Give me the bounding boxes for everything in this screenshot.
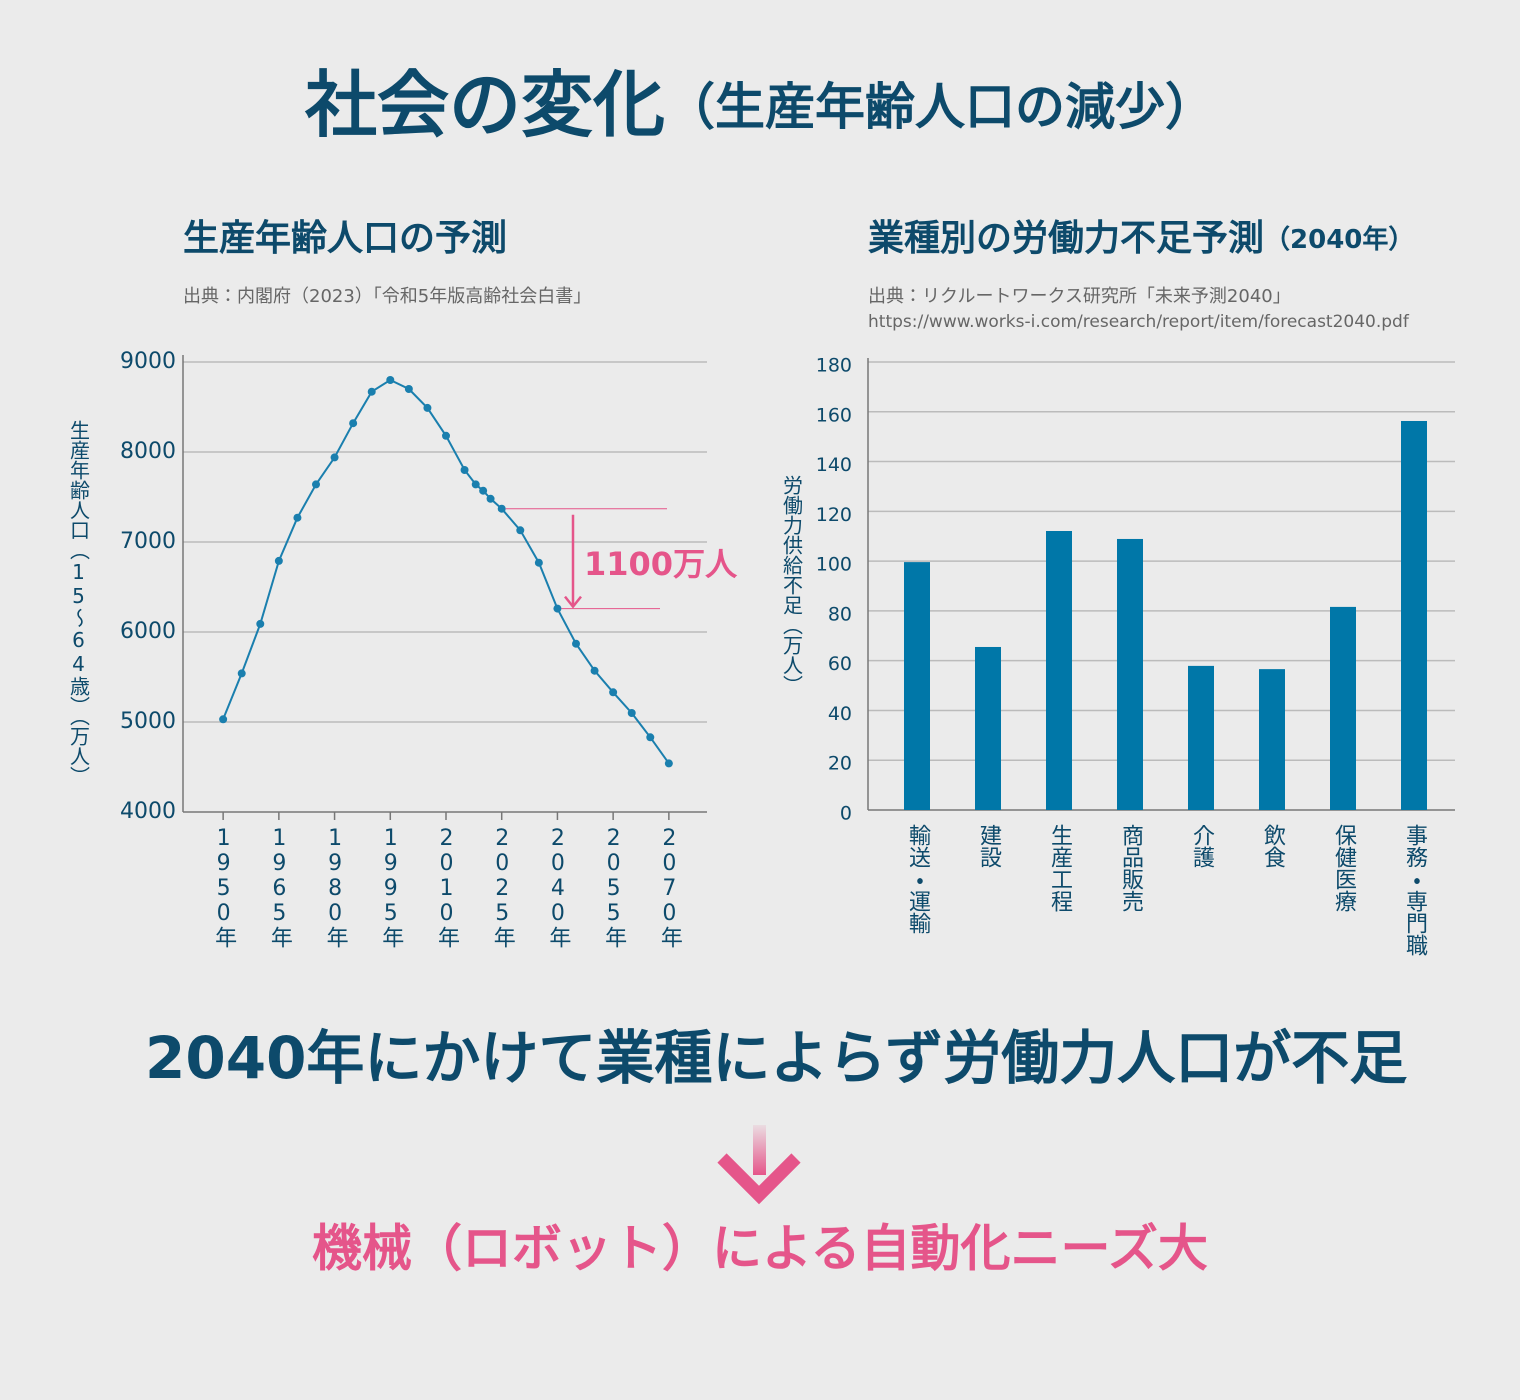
data-point — [237, 669, 246, 678]
x-tick-label: 2025年 — [490, 826, 515, 948]
y-tick-label: 6000 — [120, 619, 176, 644]
x-tick-label: 介護 — [1189, 824, 1215, 868]
data-point — [367, 387, 376, 396]
data-point — [423, 403, 432, 412]
data-point — [460, 466, 469, 474]
x-tick-label: 保健医療 — [1331, 824, 1357, 912]
y-axis-label: 労働力供給不足（万人） — [780, 475, 804, 695]
chart-title-note: （2040年） — [1264, 224, 1414, 255]
data-point — [293, 513, 302, 522]
source: 出典：内閣府（2023）「令和5年版高齢社会白書」 — [183, 286, 591, 307]
data-point — [497, 504, 506, 513]
chart-title: 業種別の労働力不足予測（2040年） — [868, 218, 1414, 259]
title-main: 社会の変化 — [304, 63, 665, 147]
data-point — [572, 639, 580, 648]
y-tick-label: 8000 — [120, 439, 176, 464]
y-tick-label: 160 — [816, 404, 852, 426]
data-point — [256, 619, 265, 628]
data-point — [471, 480, 480, 489]
y-tick-label: 40 — [828, 703, 852, 725]
data-point — [627, 709, 636, 717]
result: 機械（ロボット）による自動化ニーズ大 — [312, 1220, 1208, 1278]
conclusion: 2040年にかけて業種によらず労働力人口が不足 — [145, 1024, 1407, 1092]
bar — [1188, 665, 1214, 810]
x-tick-label: 1950年 — [211, 826, 236, 948]
data-point — [664, 759, 673, 768]
arrow-head — [717, 1153, 801, 1205]
bar — [975, 646, 1001, 810]
data-point — [516, 526, 525, 535]
x-tick-label: 2040年 — [545, 826, 570, 948]
x-tick-label: 飲食 — [1260, 824, 1286, 868]
y-tick-label: 80 — [828, 603, 852, 625]
y-tick-label: 120 — [816, 504, 852, 526]
data-point — [486, 494, 495, 503]
annotation-arrow-head — [564, 595, 582, 609]
y-tick-label: 9000 — [120, 349, 176, 374]
data-point — [219, 715, 228, 724]
x-tick-label: 生産工程 — [1047, 824, 1073, 912]
data-point — [349, 419, 358, 428]
y-tick-label: 7000 — [120, 529, 176, 554]
data-point — [479, 486, 488, 495]
y-tick-label: 180 — [816, 355, 852, 377]
data-point — [312, 480, 320, 489]
bar — [1330, 606, 1356, 810]
x-tick-label: 輸送・運輸 — [905, 824, 931, 934]
y-tick-label: 140 — [816, 454, 852, 476]
x-tick-label: 2010年 — [434, 826, 459, 948]
y-axis-label: 生産年齢人口（15～64歳）（万人） — [67, 420, 91, 786]
data-point — [534, 558, 543, 567]
y-tick-label: 20 — [828, 753, 852, 775]
x-tick-label: 1965年 — [267, 826, 292, 948]
bar — [904, 562, 930, 810]
x-tick-label: 2055年 — [601, 826, 626, 948]
arrow-shaft — [753, 1125, 766, 1175]
source: 出典：リクルートワークス研究所「未来予測2040」 — [868, 286, 1291, 307]
x-tick-label: 商品販売 — [1118, 824, 1144, 912]
y-tick-label: 60 — [828, 653, 852, 675]
data-point — [609, 688, 618, 697]
chart-title: 生産年齢人口の予測 — [183, 218, 507, 259]
y-tick-label: 5000 — [120, 709, 176, 734]
x-tick-label: 1980年 — [323, 826, 348, 948]
bar — [1401, 420, 1427, 810]
data-point — [386, 376, 395, 384]
data-point — [442, 431, 450, 440]
main-title: 社会の変化（生産年齢人口の減少） — [304, 63, 1215, 147]
x-tick-label: 事務・専門職 — [1402, 824, 1428, 956]
data-point — [590, 666, 599, 675]
bar — [1259, 669, 1285, 810]
x-tick-label: 建設 — [976, 824, 1002, 868]
x-tick-label: 2070年 — [657, 826, 682, 948]
data-point — [404, 385, 413, 393]
data-point — [274, 556, 283, 565]
x-tick-label: 1995年 — [378, 826, 403, 948]
chart-title-main: 業種別の労働力不足予測 — [868, 218, 1264, 259]
title-note: （生産年齢人口の減少） — [665, 78, 1215, 136]
bar — [1046, 530, 1072, 810]
source-url: https://www.works-i.com/research/report/… — [868, 312, 1410, 332]
data-point — [646, 733, 655, 742]
data-point — [330, 453, 339, 462]
y-tick-label: 0 — [840, 803, 852, 825]
annotation: 1100万人 — [584, 545, 738, 583]
bar — [1117, 538, 1143, 810]
data-point — [553, 604, 562, 613]
y-tick-label: 100 — [816, 554, 852, 576]
y-tick-label: 4000 — [120, 799, 176, 824]
